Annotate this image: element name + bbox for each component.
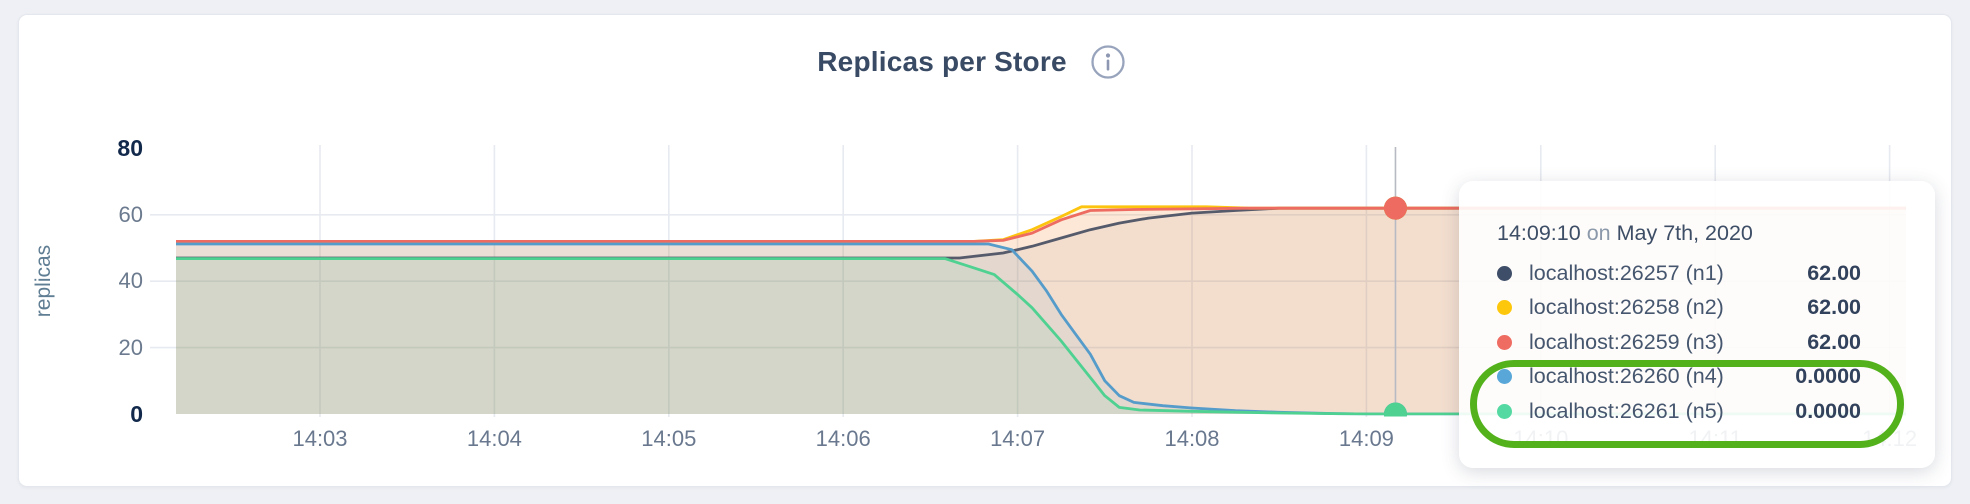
tooltip-series-value: 62.00 bbox=[1807, 329, 1861, 354]
x-tick-14-07: 14:07 bbox=[990, 426, 1046, 451]
series-dot-icon bbox=[1497, 265, 1512, 281]
hover-dot-n5 bbox=[1383, 402, 1407, 417]
line-n1 bbox=[176, 206, 1906, 260]
series-dot-icon bbox=[1497, 300, 1512, 316]
tooltip-row: localhost:26261 (n5) 0.0000 bbox=[1497, 394, 1935, 429]
y-tick-20: 20 bbox=[118, 334, 143, 360]
tooltip-row: localhost:26260 (n4) 0.0000 bbox=[1497, 360, 1935, 395]
hover-dots bbox=[1383, 196, 1407, 417]
chart-title: Replicas per Store bbox=[817, 46, 1067, 77]
x-tick-14-09: 14:09 bbox=[1338, 426, 1394, 451]
tooltip-series-value: 62.00 bbox=[1807, 295, 1861, 320]
tooltip-series-label: localhost:26258 (n2) bbox=[1529, 295, 1724, 320]
tooltip-series-value: 0.0000 bbox=[1795, 398, 1861, 423]
tooltip-series-label: localhost:26261 (n5) bbox=[1529, 398, 1724, 423]
tooltip-rows: localhost:26257 (n1) 62.00 localhost:26258… bbox=[1497, 256, 1935, 429]
x-tick-14-08: 14:08 bbox=[1164, 426, 1220, 451]
x-tick-14-03: 14:03 bbox=[292, 426, 348, 451]
tooltip-row: localhost:26258 (n2) 62.00 bbox=[1497, 291, 1935, 326]
tooltip-timestamp: 14:09:10 on May 7th, 2020 bbox=[1497, 221, 1935, 246]
line-n3 bbox=[176, 206, 1906, 243]
chart-header: Replicas per Store bbox=[0, 42, 1942, 82]
tooltip-date: May 7th, 2020 bbox=[1616, 221, 1753, 245]
tooltip-time: 14:09:10 bbox=[1497, 221, 1581, 245]
line-n5 bbox=[176, 257, 1906, 416]
x-tick-14-04: 14:04 bbox=[466, 426, 522, 451]
tooltip-on-word: on bbox=[1586, 221, 1611, 245]
annotation-circle bbox=[1470, 360, 1904, 448]
tooltip-row: localhost:26259 (n3) 62.00 bbox=[1497, 325, 1935, 360]
series-dot-icon bbox=[1497, 334, 1512, 350]
y-tick-60: 60 bbox=[118, 201, 143, 227]
y-tick-0: 0 bbox=[130, 401, 143, 427]
hover-dot-n3 bbox=[1383, 196, 1407, 220]
tooltip-series-label: localhost:26260 (n4) bbox=[1529, 364, 1724, 389]
x-tick-14-05: 14:05 bbox=[641, 426, 697, 451]
tooltip-series-label: localhost:26257 (n1) bbox=[1529, 260, 1724, 285]
tooltip-series-value: 62.00 bbox=[1807, 260, 1861, 285]
hover-tooltip: 14:09:10 on May 7th, 2020 localhost:26257 … bbox=[1459, 181, 1935, 468]
x-tick-14-06: 14:06 bbox=[815, 426, 871, 451]
info-icon[interactable] bbox=[1091, 45, 1125, 79]
tooltip-row: localhost:26257 (n1) 62.00 bbox=[1497, 256, 1935, 291]
y-tick-80: 80 bbox=[117, 135, 143, 162]
tooltip-series-label: localhost:26259 (n3) bbox=[1529, 329, 1724, 354]
area-n4 bbox=[176, 244, 1906, 414]
y-tick-40: 40 bbox=[118, 268, 143, 294]
area-n5 bbox=[176, 258, 1906, 414]
series-lines bbox=[176, 205, 1906, 416]
tooltip-series-value: 0.0000 bbox=[1795, 364, 1861, 389]
